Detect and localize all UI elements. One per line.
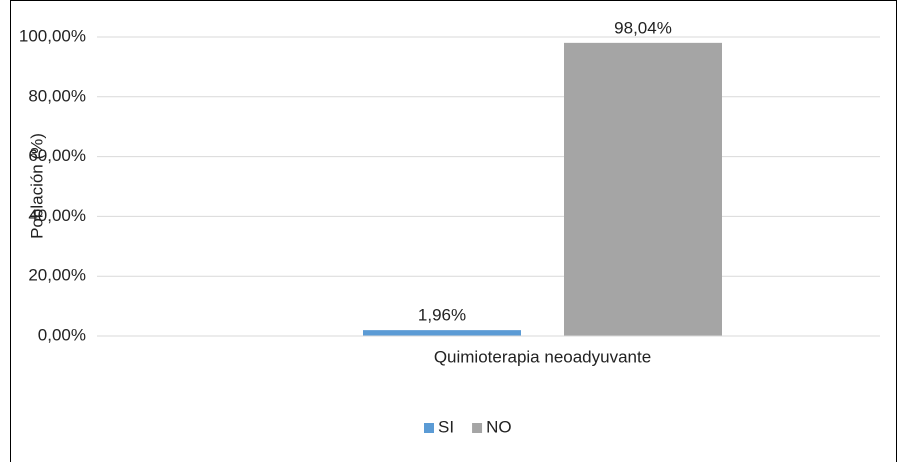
- legend-swatch: [424, 423, 434, 433]
- value-label: 1,96%: [418, 306, 466, 325]
- y-tick-label: 80,00%: [28, 86, 86, 105]
- legend-label: NO: [486, 417, 512, 436]
- y-tick-label: 60,00%: [28, 146, 86, 165]
- y-tick-label: 40,00%: [28, 206, 86, 225]
- chart-frame: [10, 0, 897, 462]
- y-tick-label: 0,00%: [38, 325, 86, 344]
- bar: [564, 42, 722, 336]
- x-tick-label: Quimioterapia neoadyuvante: [434, 347, 651, 366]
- bar: [363, 330, 521, 336]
- legend-label: SI: [438, 417, 454, 436]
- y-axis-label: Población (%): [27, 133, 46, 239]
- legend-swatch: [472, 423, 483, 433]
- y-tick-label: 20,00%: [28, 266, 86, 285]
- value-label: 98,04%: [614, 18, 672, 37]
- y-tick-label: 100,00%: [19, 26, 86, 45]
